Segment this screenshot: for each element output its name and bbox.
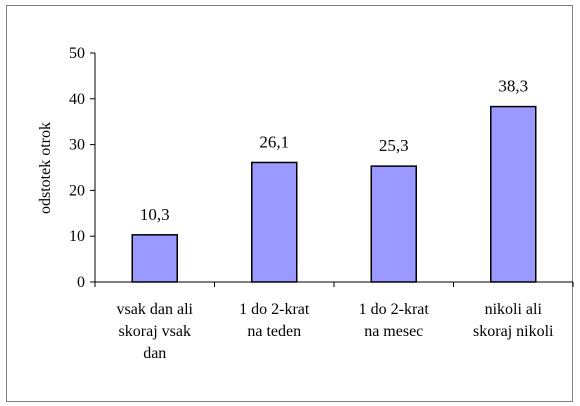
x-tick-label-line: dan <box>143 345 166 362</box>
x-tick-label: vsak dan ali skoraj vsak dan <box>117 301 194 362</box>
y-axis-label: odstotek otrok <box>37 122 54 214</box>
y-tick-label: 40 <box>69 91 85 108</box>
x-tick-label-line: na mesec <box>364 323 423 340</box>
bar <box>131 234 178 283</box>
y-tick-label: 10 <box>69 228 85 245</box>
x-tick-label: 1 do 2-krat na mesec <box>359 301 430 340</box>
x-tick-label-line: 1 do 2-krat <box>359 301 430 318</box>
x-tick-label-line: skoraj vsak <box>119 323 191 340</box>
x-tick-label-line: 1 do 2-krat <box>239 301 310 318</box>
data-label: 26,1 <box>259 132 289 151</box>
x-tick-label: 1 do 2-krat na teden <box>239 301 310 340</box>
y-tick-label: 30 <box>69 137 85 154</box>
y-tick-label: 0 <box>77 274 85 291</box>
data-label: 10,3 <box>140 205 170 224</box>
bar <box>370 165 417 283</box>
bar <box>490 105 537 283</box>
data-label: 25,3 <box>379 136 409 155</box>
y-tick-label: 20 <box>69 182 85 199</box>
x-tick-label-line: nikoli ali <box>485 301 543 318</box>
x-tick-label: nikoli ali skoraj nikoli <box>473 301 554 340</box>
y-tick-label: 50 <box>69 45 85 62</box>
data-label: 38,3 <box>498 77 528 96</box>
x-tick-label-line: vsak dan ali <box>117 301 194 318</box>
bar <box>251 161 298 283</box>
x-tick-label-line: na teden <box>247 323 301 340</box>
x-tick-label-line: skoraj nikoli <box>473 323 554 340</box>
